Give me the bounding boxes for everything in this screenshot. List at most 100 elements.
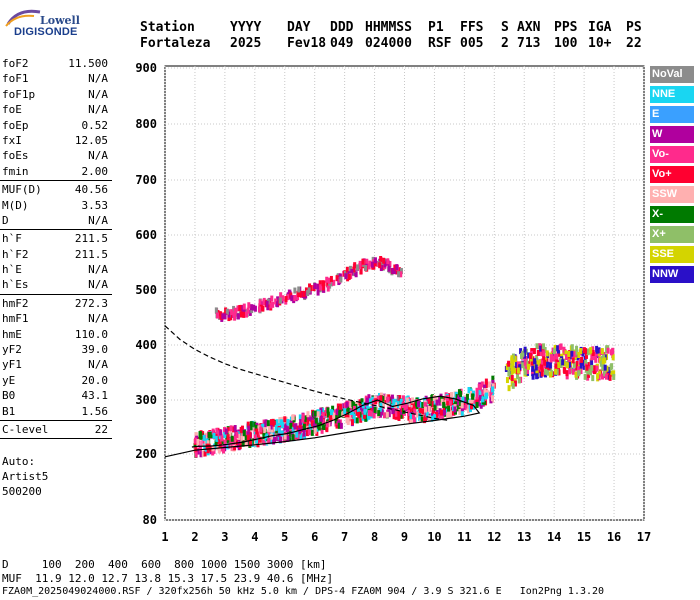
echo-point-far bbox=[529, 353, 533, 360]
echo-point-far bbox=[601, 373, 605, 380]
param-row: foF2 11.500 bbox=[0, 56, 112, 71]
echo-point-low bbox=[424, 406, 428, 413]
y-tick-label: 700 bbox=[135, 173, 157, 187]
x-tick-label: 17 bbox=[637, 530, 651, 544]
echo-point-high bbox=[253, 305, 257, 312]
echo-point-far bbox=[577, 366, 581, 373]
echo-point-low bbox=[430, 415, 434, 422]
echo-point-low bbox=[421, 408, 425, 415]
echo-point-low bbox=[481, 389, 485, 396]
echo-point-low bbox=[326, 407, 330, 414]
echo-point-far bbox=[552, 348, 556, 355]
echo-point-low bbox=[291, 414, 295, 421]
param-row: h`F 211.5 bbox=[0, 231, 112, 246]
header-value-5: RSF bbox=[428, 36, 452, 51]
echo-point-far bbox=[568, 353, 572, 360]
echo-point-far bbox=[565, 362, 569, 369]
param-name: foE bbox=[2, 103, 22, 117]
echo-point-low bbox=[439, 409, 443, 416]
echo-point-far bbox=[603, 364, 607, 371]
echo-point-high bbox=[274, 298, 278, 305]
echo-point-high bbox=[284, 296, 288, 303]
echo-point-low bbox=[289, 422, 293, 429]
echo-point-low bbox=[394, 413, 398, 420]
echo-point-far bbox=[595, 347, 599, 354]
echo-point-high bbox=[319, 284, 323, 291]
param-value: 2.00 bbox=[81, 164, 109, 178]
echo-point-low bbox=[433, 414, 437, 421]
echo-point-low bbox=[247, 425, 251, 432]
echo-point-low bbox=[362, 412, 366, 419]
echo-point-low bbox=[401, 402, 405, 409]
echo-point-low bbox=[226, 427, 230, 434]
param-name: foEs bbox=[2, 149, 29, 163]
echo-point-far bbox=[510, 355, 514, 362]
y-tick-label: 400 bbox=[135, 338, 157, 352]
echo-point-low bbox=[194, 451, 198, 458]
echo-point-low bbox=[246, 421, 250, 428]
echo-point-far bbox=[612, 370, 616, 377]
echo-point-low bbox=[253, 421, 257, 428]
echo-point-low bbox=[412, 402, 416, 409]
echo-point-far bbox=[548, 362, 552, 369]
echo-point-far bbox=[540, 358, 544, 365]
echo-point-high bbox=[266, 304, 270, 311]
param-value: 12.05 bbox=[74, 133, 108, 147]
echo-point-low bbox=[299, 433, 303, 440]
echo-point-low bbox=[233, 434, 237, 441]
echo-point-low bbox=[466, 405, 470, 412]
echo-point-high bbox=[239, 304, 243, 311]
echo-point-low bbox=[306, 411, 310, 418]
echo-point-far bbox=[523, 346, 527, 353]
param-value: 211.5 bbox=[74, 247, 108, 261]
echo-point-far bbox=[587, 362, 591, 369]
auto-line: Artist5 bbox=[2, 470, 49, 483]
echo-point-far bbox=[557, 350, 561, 357]
echo-point-low bbox=[358, 404, 362, 411]
echo-point-high bbox=[227, 315, 231, 322]
x-tick-label: 5 bbox=[281, 530, 288, 544]
echo-point-low bbox=[214, 432, 218, 439]
echo-point-low bbox=[438, 412, 442, 419]
param-row: foF1 N/A bbox=[0, 71, 112, 86]
echo-point-low bbox=[272, 420, 276, 427]
echo-point-high bbox=[326, 280, 330, 287]
echo-point-far bbox=[554, 363, 558, 370]
echo-point-low bbox=[319, 415, 323, 422]
echo-point-low bbox=[435, 399, 439, 406]
echo-point-low bbox=[321, 407, 325, 414]
echo-point-far bbox=[575, 364, 579, 371]
echo-point-low bbox=[279, 436, 283, 443]
echo-point-low bbox=[299, 419, 303, 426]
legend-item-vo: Vo- bbox=[650, 146, 694, 163]
echo-point-far bbox=[518, 364, 522, 371]
echo-point-low bbox=[307, 415, 311, 422]
echo-point-low bbox=[371, 396, 375, 403]
y-tick-label: 600 bbox=[135, 228, 157, 242]
echo-point-low bbox=[276, 435, 280, 442]
echo-point-low bbox=[355, 409, 359, 416]
header-label-6: FFS bbox=[460, 20, 484, 35]
echo-point-low bbox=[392, 413, 396, 420]
echo-point-low bbox=[471, 393, 475, 400]
echo-point-far bbox=[544, 368, 548, 375]
parameter-panel: foF2 11.500 foF1 N/A foF1p N/A foE N/A foEp 0.52 f… bbox=[0, 56, 112, 440]
echo-point-far bbox=[555, 368, 559, 375]
echo-point-low bbox=[307, 429, 311, 436]
echo-point-low bbox=[281, 422, 285, 429]
echo-point-low bbox=[418, 413, 422, 420]
echo-point-low bbox=[241, 440, 245, 447]
echo-point-far bbox=[543, 346, 547, 353]
echo-point-far bbox=[557, 369, 561, 376]
echo-point-low bbox=[258, 436, 262, 443]
x-tick-label: 16 bbox=[607, 530, 621, 544]
echo-point-low bbox=[229, 425, 233, 432]
echo-point-low bbox=[399, 398, 403, 405]
echo-point-low bbox=[254, 424, 258, 431]
echo-point-high bbox=[325, 276, 329, 283]
legend-item-vo: Vo+ bbox=[650, 166, 694, 183]
echo-point-high bbox=[279, 292, 283, 299]
header-value-6: 005 bbox=[460, 36, 484, 51]
echo-point-far bbox=[575, 360, 579, 367]
echo-point-low bbox=[214, 440, 218, 447]
